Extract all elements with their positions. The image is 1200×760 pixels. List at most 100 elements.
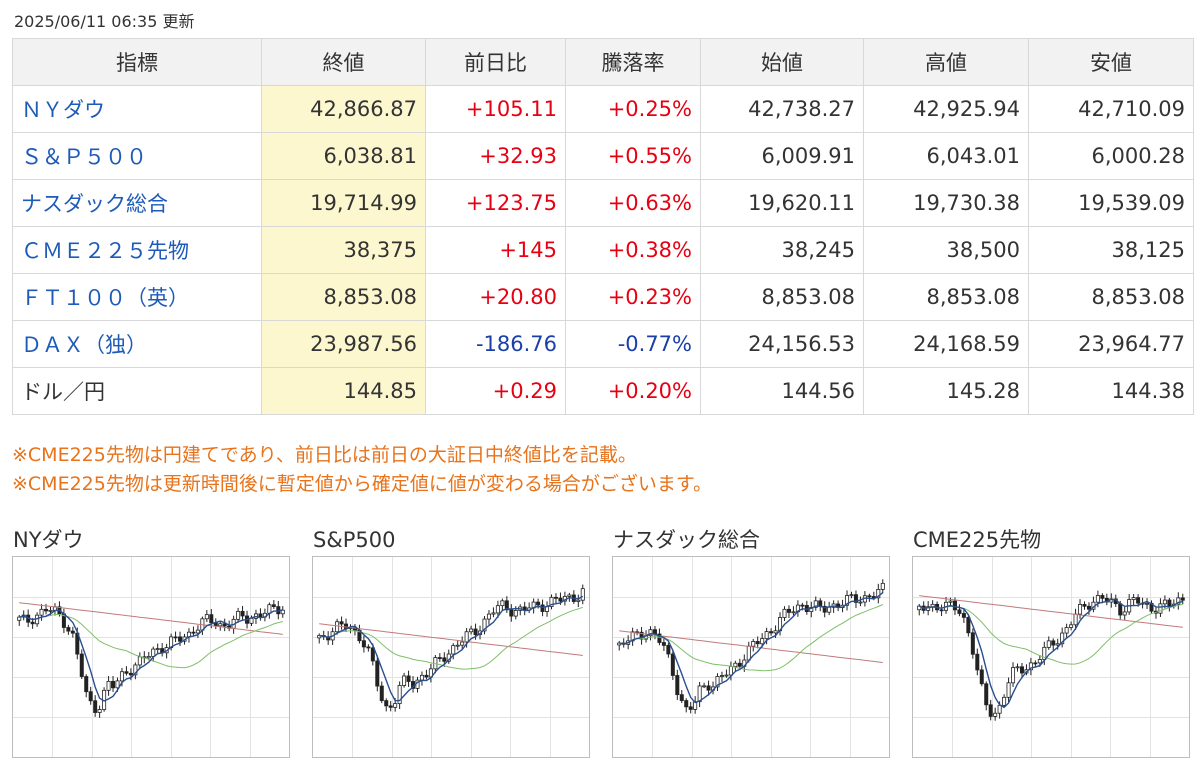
- candle: [1086, 602, 1091, 615]
- candle: [262, 608, 267, 622]
- candle-body: [66, 627, 71, 632]
- change-value: +32.93: [425, 132, 566, 180]
- candle-body: [30, 621, 35, 625]
- table-row: ナスダック総合 19,714.99 +123.75 +0.63% 19,620.…: [12, 179, 1194, 227]
- footnote-provisional: ※CME225先物は更新時間後に暫定値から確定値に値が変わる場合がございます。: [12, 473, 712, 495]
- candle-body: [1095, 595, 1100, 603]
- candle: [1002, 694, 1007, 708]
- candle: [809, 601, 814, 618]
- chart-card-nydow[interactable]: NYダウ: [12, 528, 290, 758]
- candle-body: [1167, 599, 1172, 607]
- chart-thumbnail[interactable]: [612, 556, 890, 758]
- chart-card-nasdaq[interactable]: ナスダック総合: [612, 528, 890, 758]
- candle-body: [258, 613, 263, 618]
- candle-body: [509, 609, 514, 617]
- candle: [1051, 638, 1056, 651]
- candle-body: [549, 596, 554, 607]
- candle-body: [661, 642, 666, 646]
- candle-body: [670, 653, 675, 676]
- candle: [388, 701, 393, 712]
- candle-body: [684, 700, 689, 708]
- candle-body: [679, 694, 684, 701]
- candle-body: [335, 621, 340, 633]
- index-link-cme225[interactable]: ＣＭＥ２２５先物: [12, 226, 262, 274]
- candle-body: [1064, 627, 1069, 634]
- index-link-nydow[interactable]: ＮＹダウ: [12, 85, 262, 133]
- candle: [858, 596, 863, 607]
- chart-thumbnail[interactable]: [312, 556, 590, 758]
- candle-body: [178, 636, 183, 642]
- candle: [549, 594, 554, 610]
- index-link-nasdaq[interactable]: ナスダック総合: [12, 179, 262, 227]
- index-link-dax[interactable]: ＤＡＸ（独）: [12, 320, 262, 368]
- low-value: 144.38: [1028, 367, 1194, 415]
- candle-body: [1078, 604, 1083, 615]
- candle-body: [697, 685, 702, 703]
- close-value: 19,714.99: [261, 179, 426, 227]
- candle: [876, 583, 881, 604]
- candle-body: [724, 674, 729, 677]
- chart-grid: [613, 557, 889, 757]
- candle: [137, 652, 142, 669]
- candle: [411, 676, 416, 693]
- candle-body: [339, 621, 344, 625]
- chart-card-cme225[interactable]: CME225先物: [912, 528, 1190, 758]
- ma-long-line: [919, 595, 1183, 628]
- candle-body: [576, 599, 581, 602]
- candle: [1136, 594, 1141, 607]
- candle: [111, 676, 116, 692]
- change-value: +123.75: [425, 179, 566, 227]
- candle-body: [688, 706, 693, 710]
- chart-thumbnail[interactable]: [912, 556, 1190, 758]
- candle: [173, 631, 178, 643]
- candle: [240, 605, 245, 621]
- candle-body: [984, 683, 989, 706]
- chart-card-sp500[interactable]: S&P500: [312, 528, 590, 758]
- candle-body: [146, 656, 151, 659]
- candle: [84, 674, 89, 698]
- candle: [155, 643, 160, 654]
- index-link-sp500[interactable]: Ｓ＆Ｐ５００: [12, 132, 262, 180]
- candle: [576, 594, 581, 608]
- header-change: 前日比: [425, 38, 566, 86]
- header-close: 終値: [261, 38, 426, 86]
- candle-body: [115, 680, 120, 689]
- candle-body: [495, 605, 500, 614]
- candle-body: [88, 691, 93, 702]
- ma-long-line: [619, 630, 883, 663]
- candle-body: [222, 623, 227, 627]
- candle: [670, 649, 675, 681]
- candle-body: [970, 632, 975, 655]
- candlestick-chart: [913, 557, 1189, 757]
- index-link-ft100[interactable]: ＦＴ１００（英）: [12, 273, 262, 321]
- candle: [531, 598, 536, 614]
- candle-body: [1028, 662, 1033, 671]
- candle: [1082, 601, 1087, 610]
- chart-thumbnail[interactable]: [12, 556, 290, 758]
- candle-body: [769, 631, 774, 634]
- candle: [813, 596, 818, 611]
- candle: [504, 596, 509, 613]
- candle: [191, 626, 196, 637]
- candle-body: [997, 704, 1002, 714]
- ma-short-line: [619, 592, 884, 704]
- chart-title: ナスダック総合: [613, 528, 760, 552]
- candle-body: [397, 685, 402, 704]
- candle: [151, 646, 156, 662]
- low-value: 8,853.08: [1028, 273, 1194, 321]
- candle-body: [70, 630, 75, 634]
- candle: [679, 690, 684, 704]
- candle: [635, 628, 640, 636]
- candle: [70, 626, 75, 638]
- candle-body: [764, 631, 769, 640]
- candle: [222, 618, 227, 632]
- candle-body: [719, 675, 724, 677]
- ma-mid-line: [319, 606, 583, 670]
- candle-body: [17, 616, 22, 621]
- candle-body: [209, 614, 214, 624]
- candle-body: [1069, 624, 1074, 628]
- candle-body: [218, 623, 223, 627]
- candle: [195, 625, 200, 639]
- candle-body: [993, 712, 998, 717]
- candle: [853, 590, 858, 608]
